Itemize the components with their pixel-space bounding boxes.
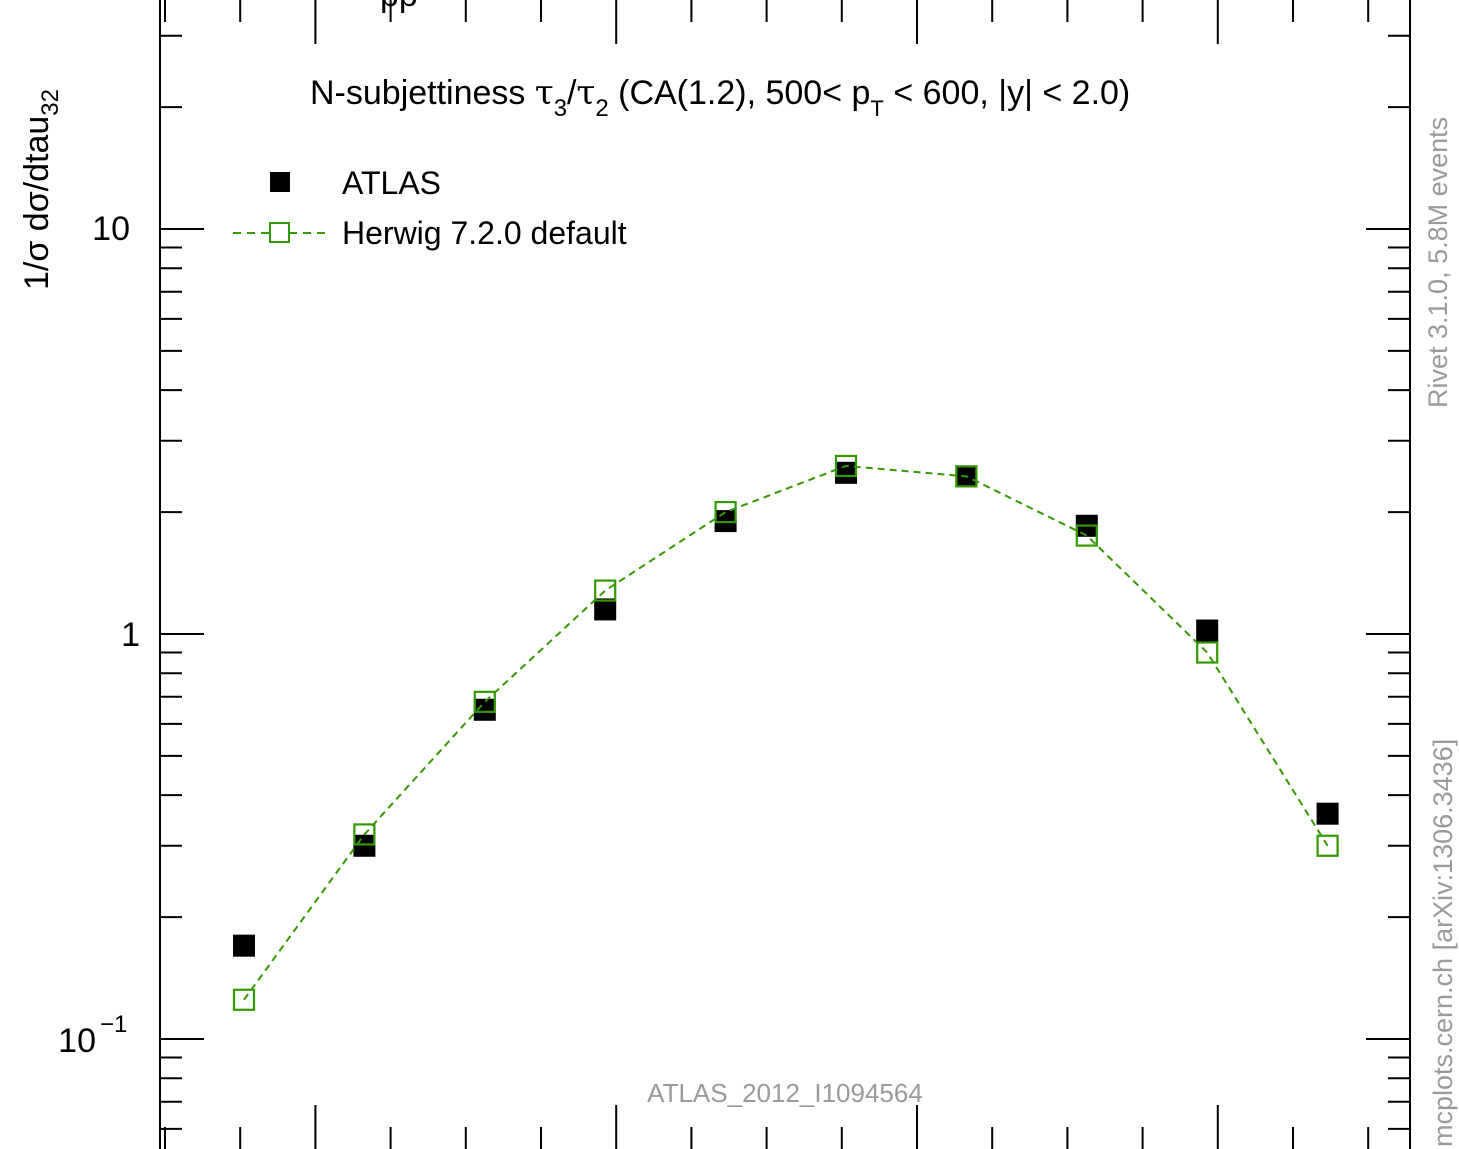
herwig-point — [834, 454, 858, 478]
herwig-point — [353, 823, 376, 846]
herwig-point — [1196, 641, 1219, 664]
series-herwig — [232, 454, 1339, 1011]
series-atlas — [233, 461, 1339, 957]
y-tick-label-10: 10 — [92, 210, 130, 248]
rivet-watermark: Rivet 3.1.0, 5.8M events — [1423, 117, 1453, 408]
atlas-point — [594, 598, 617, 621]
plot-frame — [159, 0, 1411, 1149]
atlas-point — [835, 461, 857, 484]
atlas-point — [473, 698, 496, 721]
herwig-point — [473, 690, 496, 713]
herwig-line — [243, 464, 1329, 1001]
atlas-point — [233, 934, 255, 957]
herwig-point — [1075, 524, 1098, 547]
herwig-point — [955, 465, 978, 488]
atlas-point — [1316, 802, 1339, 825]
axis-ticks — [160, 0, 1410, 1149]
y-tick-label-1: 1 — [121, 616, 140, 654]
atlas-point — [1196, 619, 1219, 642]
legend-label-herwig: Herwig 7.2.0 default — [342, 215, 627, 251]
herwig-point — [232, 988, 256, 1011]
analysis-id-watermark: ATLAS_2012_I1094564 — [647, 1078, 923, 1108]
atlas-point — [353, 834, 376, 857]
chart-top-title: pp — [380, 0, 418, 14]
legend-marker-herwig — [269, 222, 290, 243]
herwig-point — [714, 500, 737, 524]
mcplots-watermark: mcplots.cern.ch [arXiv:1306.3436] — [1428, 739, 1458, 1147]
y-tick-label-0.1: 10 — [58, 1022, 96, 1060]
y-axis-label: 1/σ dσ/dtau32 — [18, 89, 64, 290]
legend: ATLAS Herwig 7.2.0 default — [233, 165, 627, 251]
herwig-point — [594, 579, 617, 602]
herwig-point — [1316, 834, 1339, 857]
legend-marker-atlas — [270, 172, 290, 192]
chart-title: N-subjettiness τ3/τ2 (CA(1.2), 500< pT <… — [310, 73, 1130, 122]
y-tick-labels: 10 1 10 −1 — [58, 210, 140, 1060]
y-tick-label-0.1-exponent: −1 — [100, 1011, 127, 1038]
legend-label-atlas: ATLAS — [342, 165, 441, 201]
